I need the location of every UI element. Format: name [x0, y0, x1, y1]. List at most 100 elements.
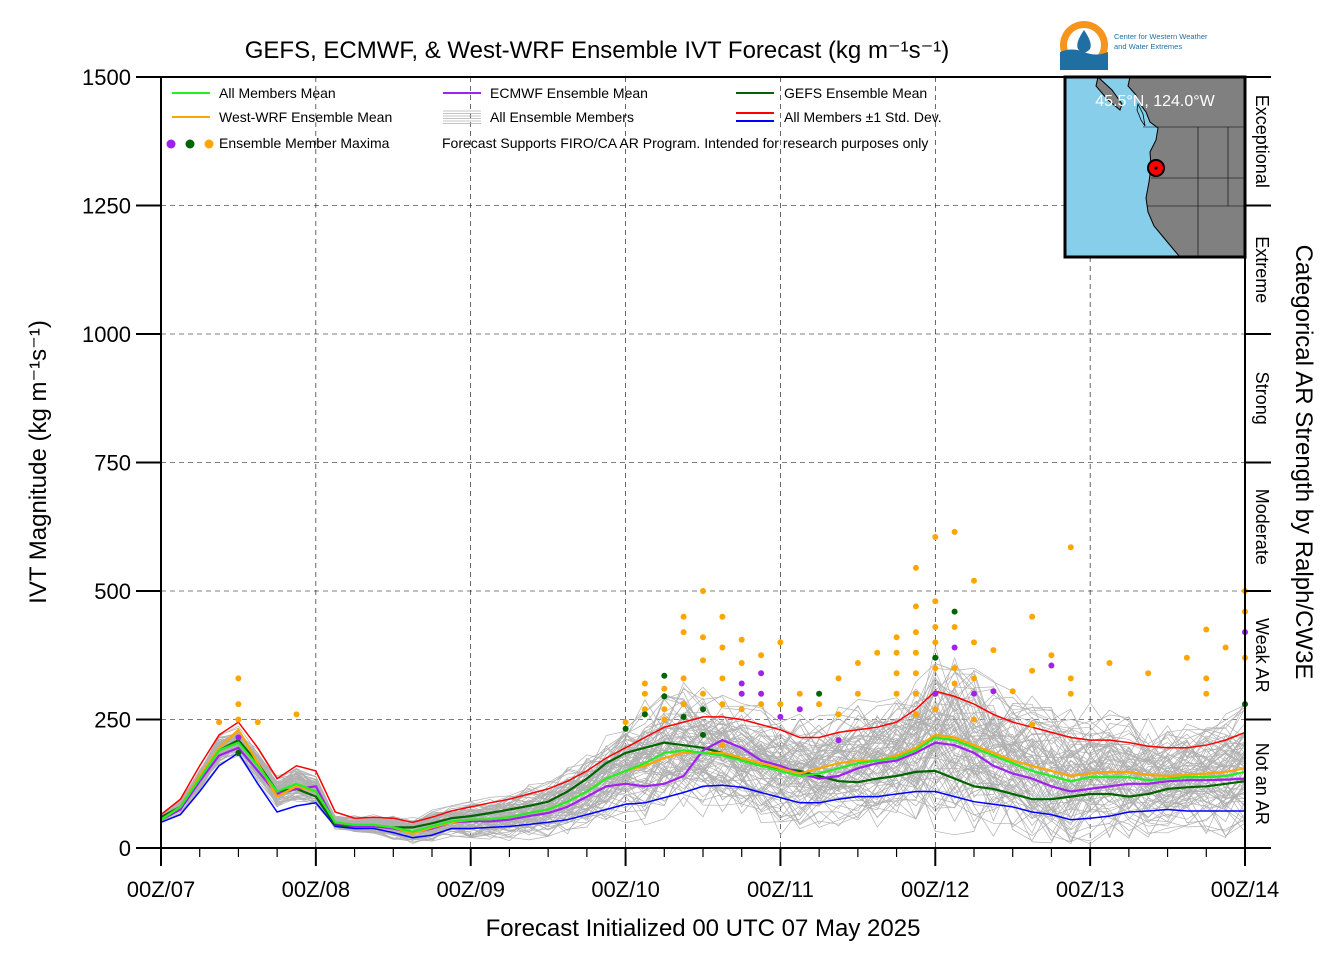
maxima-point: [971, 577, 977, 584]
maxima-point: [971, 716, 977, 723]
x-tick-label: 00Z/08: [282, 877, 351, 902]
maxima-point: [738, 636, 745, 643]
legend-label-gefs-mean: GEFS Ensemble Mean: [784, 85, 927, 101]
maxima-point: [641, 711, 648, 718]
maxima-point: [700, 731, 706, 738]
maxima-point: [719, 613, 726, 620]
maxima-point: [1029, 613, 1036, 620]
maxima-point: [700, 690, 706, 697]
y-tick-label: 500: [94, 579, 131, 604]
maxima-point: [971, 690, 977, 697]
maxima-point: [1029, 667, 1036, 674]
maxima-point: [641, 680, 648, 687]
maxima-point: [680, 675, 687, 682]
maxima-point: [738, 680, 745, 687]
legend-label-all-members: All Ensemble Members: [490, 109, 634, 125]
y-tick-label: 1250: [82, 194, 131, 219]
x-tick-label: 00Z/07: [127, 877, 196, 902]
maxima-point: [719, 701, 726, 708]
maxima-point: [719, 742, 726, 749]
series-line-all-members-1-std-dev: [160, 751, 1245, 839]
maxima-point: [990, 647, 997, 654]
ensemble-member-line: [160, 714, 1246, 826]
legend-swatch-all-members: [443, 110, 481, 124]
maxima-point: [932, 598, 939, 605]
maxima-point: [835, 711, 842, 718]
maxima-point: [738, 660, 745, 666]
category-label: Not an AR: [1252, 743, 1272, 825]
y-tick-label: 0: [119, 836, 131, 861]
logo-text-line1: Center for Western Weather: [1114, 32, 1208, 41]
maxima-point: [235, 675, 242, 682]
maxima-point: [700, 634, 706, 641]
category-axis-label: Categorical AR Strength by Ralph/CW3E: [1290, 245, 1317, 680]
maxima-point: [758, 670, 765, 677]
maxima-point: [641, 690, 648, 697]
maxima-point: [990, 688, 997, 695]
maxima-point: [932, 665, 939, 672]
maxima-point: [680, 613, 687, 620]
logo-text-line2: and Water Extremes: [1114, 42, 1182, 51]
maxima-point: [1145, 670, 1152, 677]
maxima-point: [893, 634, 900, 641]
maxima-point: [951, 644, 958, 651]
maxima-point: [680, 713, 687, 720]
maxima-point: [661, 672, 668, 679]
y-axis: 0 250 500 750 1000 1250 1500: [82, 65, 161, 861]
maxima-point: [912, 603, 919, 610]
category-label: Moderate: [1252, 489, 1272, 565]
maxima-point: [951, 624, 958, 630]
ensemble-member-line: [160, 714, 1246, 833]
maxima-point: [1203, 690, 1210, 697]
maxima-point: [661, 716, 668, 723]
ensemble-member-maxima: [216, 528, 1248, 756]
legend-label-westwrf-mean: West-WRF Ensemble Mean: [219, 109, 392, 125]
maxima-point: [777, 701, 784, 708]
y-axis-label: IVT Magnitude (kg m⁻¹s⁻¹): [25, 320, 52, 604]
maxima-point: [719, 675, 726, 682]
maxima-point: [816, 701, 823, 708]
maxima-point: [758, 690, 765, 697]
maxima-point: [1183, 654, 1190, 661]
maxima-point: [932, 534, 939, 540]
maxima-point: [932, 654, 939, 661]
maxima-point: [971, 639, 977, 646]
maxima-point: [1106, 660, 1113, 666]
maxima-point: [932, 706, 939, 713]
maxima-point: [1048, 652, 1055, 659]
category-label: Exceptional: [1252, 95, 1272, 188]
maxima-point: [1067, 544, 1074, 551]
legend-label-std-dev: All Members ±1 Std. Dev.: [784, 109, 942, 125]
legend-dot-ecmwf: [166, 139, 176, 149]
y-tick-label: 250: [94, 708, 131, 733]
maxima-point: [951, 680, 958, 687]
maxima-point: [912, 670, 919, 677]
y-tick-label: 750: [94, 451, 131, 476]
maxima-point: [796, 690, 803, 697]
maxima-point: [235, 734, 242, 741]
inset-frame: [1063, 75, 1247, 259]
category-label: Extreme: [1252, 236, 1272, 303]
maxima-point: [777, 639, 784, 646]
category-label: Weak AR: [1252, 618, 1272, 693]
x-tick-label: 00Z/12: [901, 877, 970, 902]
x-tick-label: 00Z/09: [436, 877, 505, 902]
maxima-point: [661, 693, 668, 700]
maxima-point: [700, 657, 706, 664]
maxima-point: [893, 690, 900, 697]
maxima-point: [680, 629, 687, 636]
logo-drop-icon: [1077, 30, 1091, 53]
maxima-point: [893, 670, 900, 677]
maxima-point: [874, 649, 881, 656]
chart-title: GEFS, ECMWF, & West-WRF Ensemble IVT For…: [245, 37, 950, 64]
x-tick-label: 00Z/14: [1211, 877, 1280, 902]
inset-location-center: [1154, 166, 1158, 170]
ensemble-member-line: [160, 663, 1246, 830]
maxima-point: [1067, 675, 1074, 682]
series-line-all-members-mean: [160, 736, 1246, 833]
inset-sound: [1136, 102, 1146, 127]
maxima-point: [835, 737, 842, 744]
maxima-point: [1029, 721, 1036, 728]
series-lines: [160, 690, 1246, 839]
